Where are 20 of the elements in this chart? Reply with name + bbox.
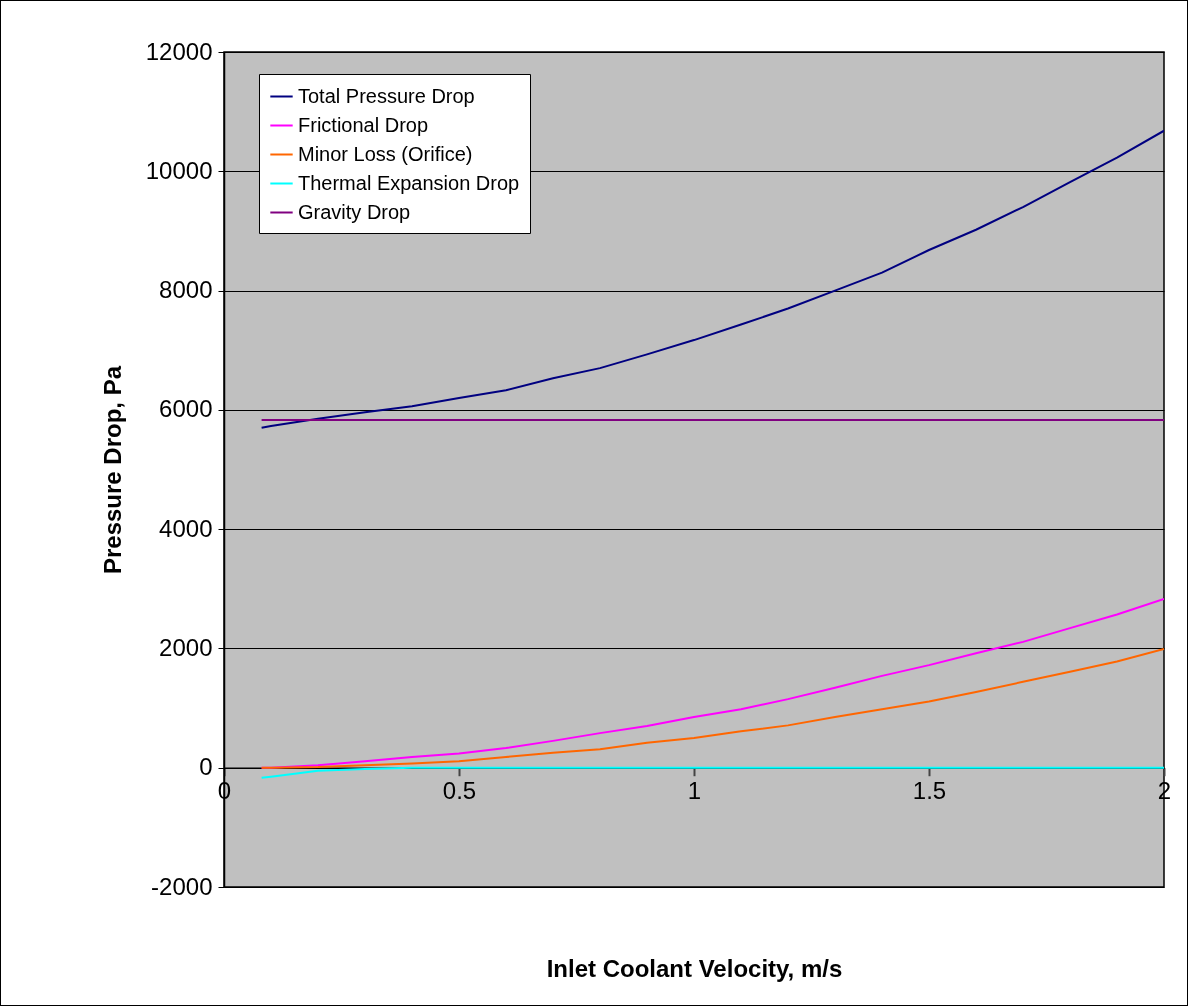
x-tick-label: 0.5 <box>442 777 477 805</box>
y-tick-label: 4000 <box>159 514 213 542</box>
legend-label: Total Pressure Drop <box>298 84 475 107</box>
legend-label: Gravity Drop <box>298 200 411 223</box>
legend-label: Thermal Expansion Drop <box>298 171 520 194</box>
y-tick-label: 2000 <box>159 633 213 661</box>
y-tick-label: 10000 <box>145 156 213 184</box>
y-axis-title: Pressure Drop, Pa <box>98 365 126 575</box>
x-tick-label: 1.5 <box>912 777 947 805</box>
legend-label: Minor Loss (Orifice) <box>298 142 473 165</box>
y-tick-label: 0 <box>199 753 213 781</box>
y-tick-label: -2000 <box>151 872 213 900</box>
line-series <box>260 648 1164 769</box>
line-series <box>260 766 1164 779</box>
y-tick-label: 8000 <box>159 276 213 304</box>
legend-label: Frictional Drop <box>298 113 429 136</box>
y-tick-label: 12000 <box>145 37 213 65</box>
x-tick-label: 1 <box>687 777 702 805</box>
x-axis-title: Inlet Coolant Velocity, m/s <box>546 954 843 982</box>
y-tick-label: 6000 <box>159 395 213 423</box>
